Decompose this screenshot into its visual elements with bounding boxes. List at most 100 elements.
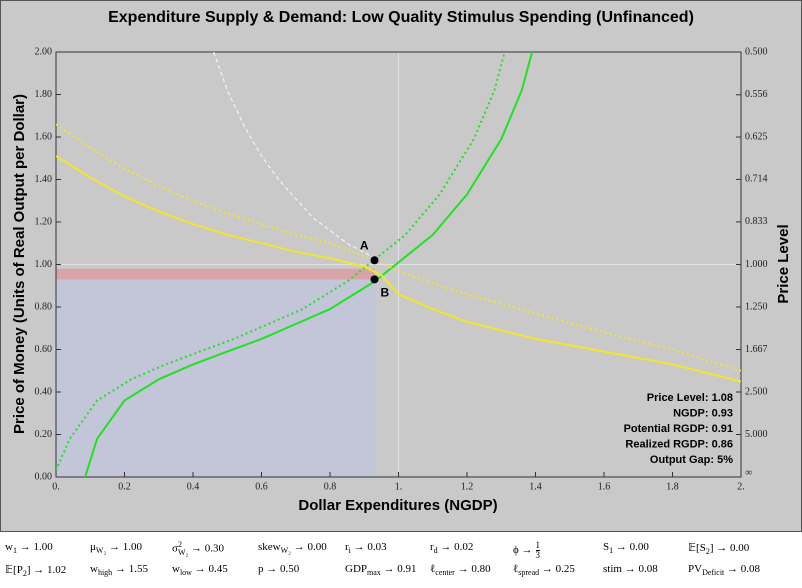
param-value: → 0.08	[624, 563, 658, 575]
annotation: Realized RGDP: 0.86	[625, 438, 733, 450]
parameter: GDPmax → 0.91	[345, 563, 417, 577]
param-symbol: S	[603, 541, 610, 553]
param-symbol: skew	[258, 541, 281, 553]
param-symbol: 𝔼[S	[688, 542, 706, 554]
curve-line	[56, 123, 741, 372]
y2-tick-label: 1.250	[745, 301, 768, 312]
parameter: μW₂ → 1.00	[90, 541, 142, 555]
param-after: ]	[709, 542, 714, 554]
y-tick-label: 1.60	[35, 131, 53, 142]
x-tick-label: 1.6	[598, 481, 611, 492]
param-sub: 1	[609, 546, 614, 556]
y-tick-label: 1.40	[35, 174, 53, 185]
x-tick-label: 1.2	[461, 481, 474, 492]
parameter: ri → 0.03	[345, 541, 387, 555]
param-sub: W₂	[95, 546, 107, 556]
param-value: → 0.50	[266, 563, 300, 575]
param-scripts: 2 W₂	[178, 541, 188, 557]
y2-tick-label: 0.500	[745, 46, 768, 57]
param-value: → 1.00	[19, 541, 53, 553]
parameter: ℓcenter → 0.80	[430, 563, 491, 577]
y2-tick-label: 0.556	[745, 89, 768, 100]
param-value: → 0.02	[440, 541, 474, 553]
x-axis-title: Dollar Expenditures (NGDP)	[298, 497, 497, 514]
y2-axis-title: Price Level	[775, 224, 792, 303]
point-label: A	[360, 238, 369, 252]
curve-line	[56, 155, 741, 383]
param-symbol: w	[172, 563, 180, 575]
parameter: p → 0.50	[258, 563, 299, 575]
y-tick-label: 1.80	[35, 89, 53, 100]
x-tick-label: 0.8	[324, 481, 337, 492]
param-value: → 0.00	[293, 541, 327, 553]
param-sub: d	[433, 546, 438, 556]
chart-title: Expenditure Supply & Demand: Low Quality…	[108, 9, 694, 26]
param-sub: center	[435, 568, 455, 578]
param-value: → 1.55	[114, 563, 148, 575]
y2-tick-label: ∞	[745, 467, 752, 478]
x-tick-label: 0.6	[255, 481, 268, 492]
parameter: 𝔼[P2] → 1.02	[5, 563, 66, 578]
param-sub: W₂	[280, 546, 291, 556]
y2-tick-label: 0.714	[745, 174, 768, 185]
parameter: stim → 0.08	[603, 563, 658, 575]
x-tick-label: 0.2	[118, 481, 131, 492]
parameter-panel: w1 → 1.00 μW₂ → 1.00 σ 2 W₂ → 0.30 skewW₂ → 0…	[0, 532, 802, 588]
parameter: ℓspread → 0.25	[513, 563, 575, 577]
param-value: → 0.91	[383, 563, 417, 575]
annotation: Price Level: 1.08	[647, 392, 733, 404]
fraction-num: 1	[535, 540, 541, 550]
param-sub: 2	[22, 569, 27, 579]
curve-line	[84, 52, 534, 477]
param-symbol: p	[258, 563, 264, 575]
param-symbol: w	[90, 563, 98, 575]
x-tick-label: 2.	[737, 481, 745, 492]
y2-tick-label: 5.000	[745, 429, 768, 440]
param-value: → 0.00	[716, 542, 750, 554]
y-axis-title: Price of Money (Units of Real Output per…	[11, 94, 28, 434]
x-tick-label: 1.4	[529, 481, 542, 492]
param-sub: 1	[12, 546, 17, 556]
parameter: w1 → 1.00	[5, 541, 53, 555]
y-tick-label: 1.00	[35, 259, 53, 270]
param-symbol: μ	[90, 541, 96, 553]
param-symbol: stim	[603, 563, 622, 575]
equilibrium-point	[370, 275, 379, 284]
annotation: Potential RGDP: 0.91	[624, 423, 733, 435]
parameter: rd → 0.02	[430, 541, 473, 555]
y-tick-label: 0.60	[35, 344, 53, 355]
param-sub: W₂	[177, 548, 189, 557]
x-tick-label: 1.	[395, 481, 403, 492]
parameter: PVDeficit → 0.08	[688, 563, 760, 577]
param-value: → 0.03	[353, 541, 387, 553]
param-sup: 2	[177, 540, 182, 549]
shaded-region	[56, 268, 375, 280]
param-value: → 0.25	[541, 563, 575, 575]
param-symbol: 𝔼[P	[5, 564, 23, 576]
parameter: 𝔼[S2] → 0.00	[688, 541, 749, 556]
x-tick-label: 0.	[52, 481, 60, 492]
param-symbol: σ	[172, 542, 178, 555]
param-value: →	[521, 544, 533, 557]
param-value: → 1.02	[33, 564, 67, 576]
param-sub: Deficit	[702, 568, 725, 578]
param-symbol: r	[430, 541, 434, 553]
param-symbol: GDP	[345, 563, 368, 575]
param-symbol: w	[5, 541, 13, 553]
param-sub: high	[97, 568, 113, 578]
fraction-den: 3	[535, 550, 541, 560]
y-tick-label: 0.00	[35, 471, 53, 482]
parameter: σ 2 W₂ → 0.30	[172, 541, 224, 557]
param-symbol: r	[345, 541, 349, 553]
parameter: S1 → 0.00	[603, 541, 649, 555]
param-value: → 0.80	[457, 563, 491, 575]
param-symbol: ϕ	[513, 544, 519, 557]
chart: Expenditure Supply & Demand: Low Quality…	[0, 0, 802, 532]
param-value: → 0.45	[194, 563, 228, 575]
y-tick-label: 0.40	[35, 386, 53, 397]
param-value: → 0.00	[615, 541, 649, 553]
param-symbol: ℓ	[513, 563, 519, 575]
param-sub: max	[367, 568, 381, 578]
